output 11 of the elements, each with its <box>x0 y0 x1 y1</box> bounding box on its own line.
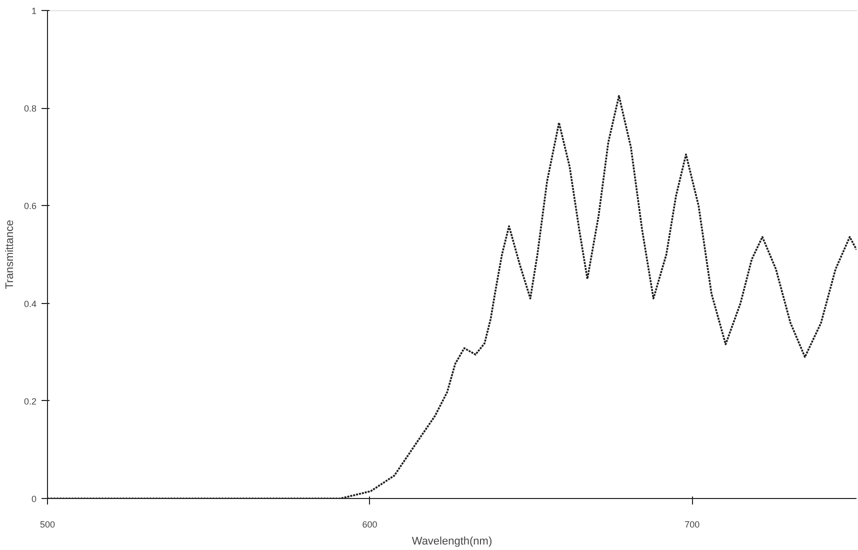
x-tick-label: 700 <box>684 520 700 530</box>
y-tick-label: 0.8 <box>24 104 37 114</box>
y-axis-title: Transmittance <box>4 220 16 290</box>
y-tick-label: 0.4 <box>24 298 37 309</box>
x-tick-label: 600 <box>362 520 378 530</box>
y-tick-label: 0.6 <box>24 201 37 212</box>
y-tick-label: 0.2 <box>24 396 37 406</box>
y-tick-label: 0 <box>31 494 37 504</box>
y-tick-label: 1 <box>31 6 37 16</box>
x-tick-label: 500 <box>40 520 56 530</box>
x-axis-title: Wavelength(nm) <box>412 536 492 548</box>
